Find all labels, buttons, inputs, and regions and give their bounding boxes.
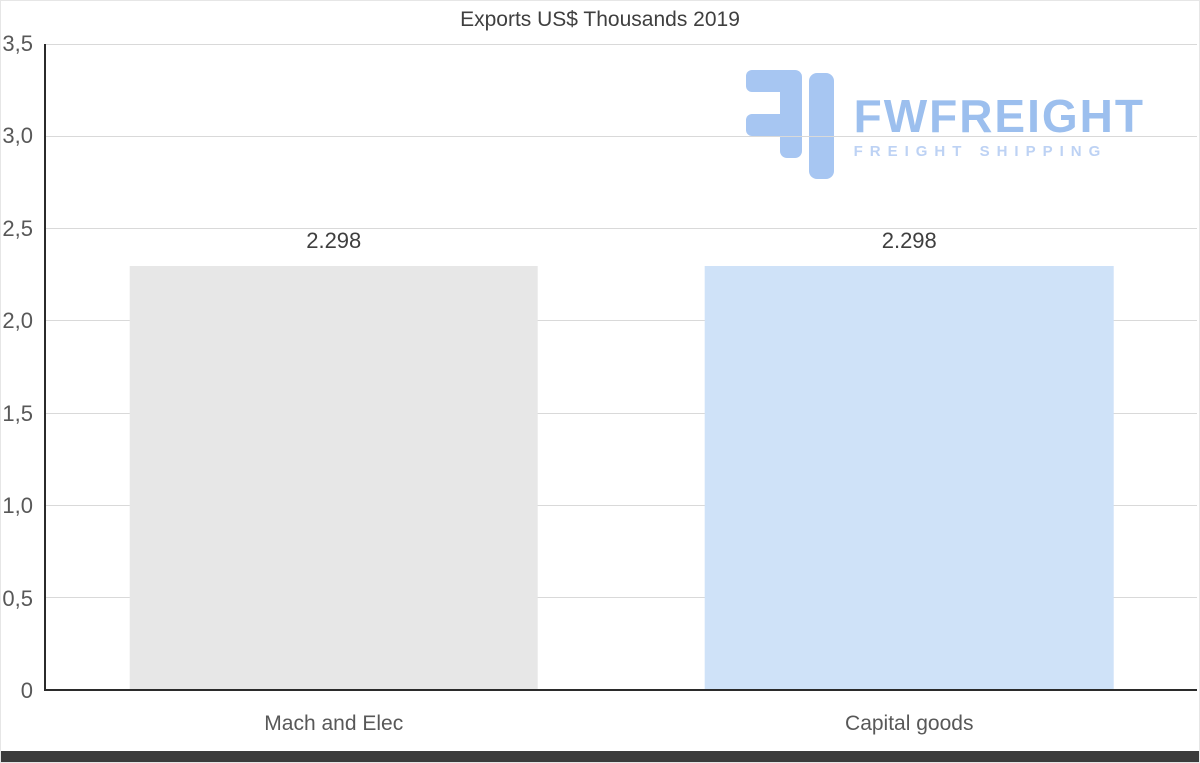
bar-value-label: 2.298 — [881, 227, 937, 253]
chart-title: Exports US$ Thousands 2019 — [460, 8, 740, 31]
x-category-label: Capital goods — [845, 712, 974, 735]
y-tick-label: 0,5 — [2, 585, 33, 611]
bar-slot: 2.298 Mach and Elec — [46, 44, 622, 735]
brand-text: FWFREIGHT FREIGHT SHIPPING — [853, 89, 1145, 161]
y-tick-label: 3,0 — [2, 123, 33, 149]
footer-strip — [1, 751, 1199, 762]
gridline — [46, 412, 1197, 414]
y-tick-label: 0 — [20, 678, 33, 703]
brand-logo-icon — [745, 70, 834, 179]
y-tick-label: 2,5 — [2, 215, 33, 241]
y-tick-label: 2,0 — [2, 308, 33, 334]
gridline — [46, 228, 1197, 230]
gridline — [46, 596, 1197, 598]
brand-name: FWFREIGHT — [853, 89, 1145, 142]
bar-value-label: 2.298 — [306, 227, 362, 253]
bar-mach-and-elec — [129, 265, 539, 689]
gridline — [46, 136, 1197, 138]
gridline — [46, 320, 1197, 322]
bar-slot: 2.298 Capital goods — [622, 44, 1198, 735]
brand-watermark: FWFREIGHT FREIGHT SHIPPING — [745, 70, 1145, 182]
y-axis: 0 0,5 1,0 1,5 2,0 2,5 3,0 3,5 — [1, 31, 42, 703]
y-tick-label: 1,0 — [2, 493, 33, 519]
y-tick-label: 1,5 — [2, 400, 33, 426]
y-tick-label: 3,5 — [2, 31, 33, 56]
x-category-label: Mach and Elec — [264, 712, 404, 735]
gridline — [46, 44, 1197, 45]
gridline — [46, 504, 1197, 506]
brand-tagline: FREIGHT SHIPPING — [853, 143, 1108, 161]
plot-area: FWFREIGHT FREIGHT SHIPPING 2.298 Mach and… — [44, 44, 1198, 735]
bar-capital-goods — [704, 265, 1114, 689]
